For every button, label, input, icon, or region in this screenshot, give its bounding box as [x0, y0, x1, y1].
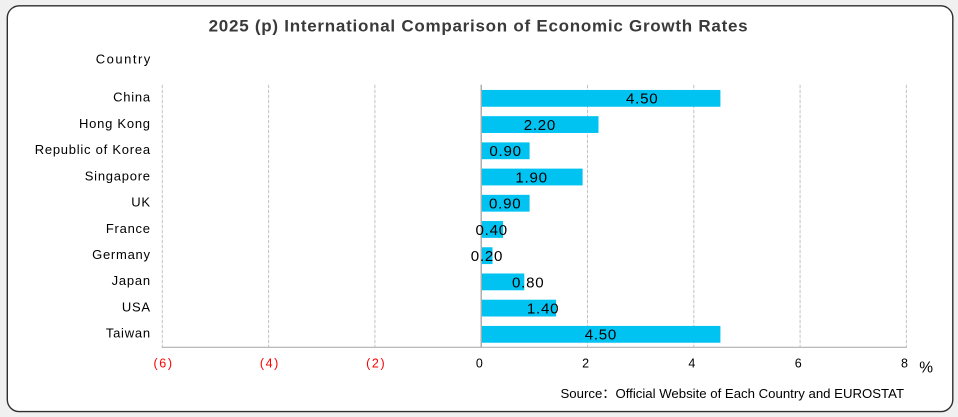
svg-text:4.50: 4.50 — [585, 327, 617, 344]
svg-text:Taiwan: Taiwan — [106, 326, 151, 341]
svg-text:0.40: 0.40 — [476, 222, 508, 239]
svg-text:1.90: 1.90 — [515, 169, 547, 186]
svg-text:2: 2 — [582, 356, 589, 370]
svg-text:0.20: 0.20 — [471, 248, 503, 265]
svg-text:(6): (6) — [154, 356, 174, 370]
svg-text:Singapore: Singapore — [85, 168, 151, 183]
svg-text:0.80: 0.80 — [512, 274, 544, 291]
svg-text:UK: UK — [131, 195, 151, 210]
svg-text:(2): (2) — [366, 356, 386, 370]
svg-text:Country: Country — [96, 52, 152, 67]
svg-text:4: 4 — [688, 356, 695, 370]
svg-text:France: France — [106, 221, 151, 236]
svg-text:2.20: 2.20 — [524, 117, 556, 134]
svg-text:USA: USA — [122, 299, 151, 314]
svg-text:1.40: 1.40 — [527, 301, 559, 318]
svg-text:Germany: Germany — [92, 247, 151, 262]
svg-text:2025 (p) International Compari: 2025 (p) International Comparison of Eco… — [209, 17, 749, 36]
svg-text:0.90: 0.90 — [489, 196, 521, 213]
svg-text:8: 8 — [901, 356, 908, 370]
svg-text:0: 0 — [476, 356, 483, 370]
svg-text:0.90: 0.90 — [489, 143, 521, 160]
svg-text:(4): (4) — [260, 356, 280, 370]
svg-text:Hong Kong: Hong Kong — [79, 116, 151, 131]
svg-text:China: China — [113, 90, 151, 105]
svg-text:6: 6 — [795, 356, 802, 370]
svg-text:%: % — [919, 360, 933, 377]
svg-text:Republic of Korea: Republic of Korea — [35, 142, 151, 157]
svg-text:4.50: 4.50 — [626, 91, 658, 108]
svg-text:Source：Official Website of Eac: Source：Official Website of Each Country … — [561, 386, 905, 401]
svg-text:Japan: Japan — [112, 273, 151, 288]
